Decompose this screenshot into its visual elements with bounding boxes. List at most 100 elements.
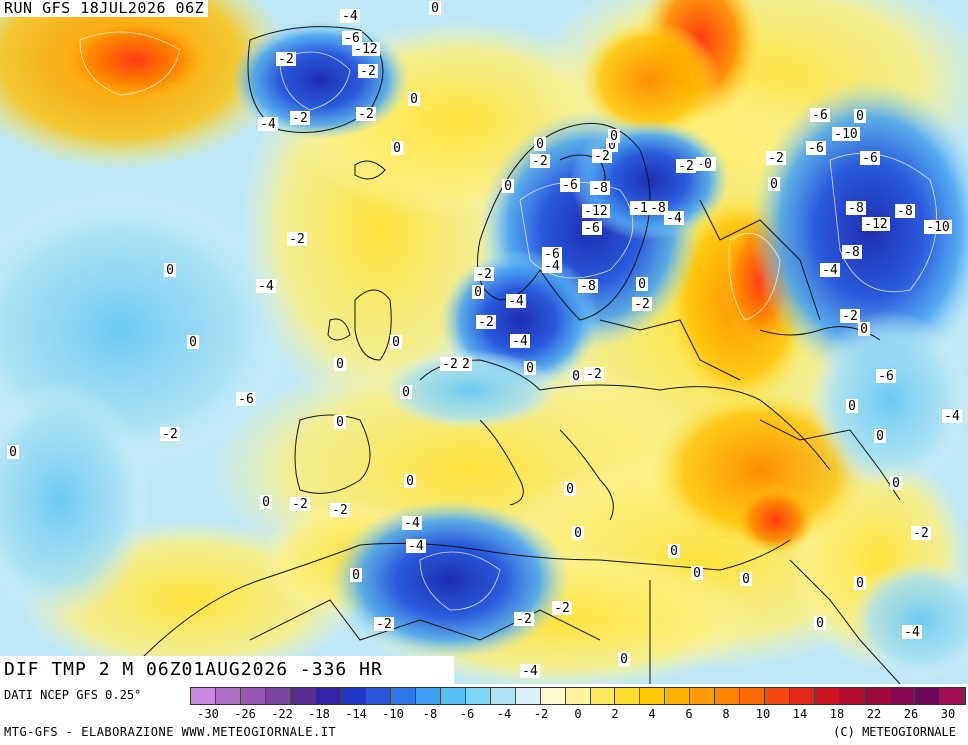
footer: DATI NCEP GFS 0.25° -30 -26 -22 -18 -14 -10 -8… [0, 684, 968, 745]
anomaly-label: -2 [552, 601, 572, 616]
anomaly-label: 0 [691, 566, 703, 581]
anomaly-label: -4 [340, 9, 360, 24]
anomaly-label: -12 [582, 204, 610, 219]
anomaly-label: 0 [740, 572, 752, 587]
anomaly-label: -4 [942, 409, 962, 424]
anomaly-label: 0 [334, 357, 346, 372]
anomaly-label: -6 [806, 141, 826, 156]
legend-swatch [865, 688, 891, 704]
legend-tick-label: 22 [866, 707, 882, 721]
color-legend-ticks: -30 -26 -22 -18 -14 -10 -8 -6 -4 -2 0 2 4 6 8 10 14 18 22 2… [190, 707, 966, 723]
anomaly-label: 0 [404, 474, 416, 489]
anomaly-label-text: -8 [844, 245, 860, 260]
anomaly-label: 0 [408, 92, 420, 107]
anomaly-label-text: 0 [504, 179, 512, 194]
anomaly-label-text: -2 [768, 151, 784, 166]
legend-swatch [940, 688, 966, 704]
legend-swatch [715, 688, 741, 704]
anomaly-label: -6 [542, 247, 562, 262]
anomaly-label-text: 0 [816, 616, 824, 631]
anomaly-label-text: -8 [592, 181, 608, 196]
legend-swatch [465, 688, 491, 704]
anomaly-label-text: 0 [860, 322, 868, 337]
anomaly-label: 0 [608, 129, 620, 144]
anomaly-label-text: 0 [638, 277, 646, 292]
anomaly-label-text: -4 [342, 9, 358, 24]
anomaly-label: -8 [846, 201, 866, 216]
anomaly-label-text: -12 [864, 217, 887, 232]
legend-swatch [890, 688, 916, 704]
anomaly-label: -8 [578, 279, 598, 294]
anomaly-label: 0 [534, 137, 546, 152]
legend-tick-label: -22 [271, 707, 293, 721]
product-title: DIF TMP 2 M 06Z01AUG2026 -336 HR [0, 656, 454, 684]
anomaly-label: -2 [840, 309, 860, 324]
anomaly-label: 0 [854, 109, 866, 124]
temperature-anomaly-map: -4 0 -6 -12 -2 -2 -4 -2 -2 0 0 -2 0 -4 0 -6 -2 0 0 -2 -6 -8 0-… [0, 0, 968, 684]
anomaly-label-text: 0 [693, 566, 701, 581]
anomaly-label-text: 0 [536, 137, 544, 152]
anomaly-label: 0 [400, 385, 412, 400]
anomaly-label-text: -4 [408, 539, 424, 554]
legend-swatch [790, 688, 816, 704]
anomaly-label-text: 0 [848, 399, 856, 414]
anomaly-label: -6 [810, 108, 830, 123]
anomaly-label: 0 [636, 277, 648, 292]
anomaly-label-text: -4 [512, 334, 528, 349]
anomaly-label-text: 0 [431, 1, 439, 16]
legend-tick-label: -26 [234, 707, 256, 721]
anomaly-label: -8 [648, 201, 668, 216]
anomaly-label: -2 [911, 526, 931, 541]
anomaly-label-text: 0 [352, 568, 360, 583]
anomaly-label: 0 [846, 399, 858, 414]
anomaly-label-text: -6 [562, 178, 578, 193]
anomaly-label: 0 [334, 415, 346, 430]
anomaly-label-text: -12 [584, 204, 607, 219]
anomaly-label-text: -2 [289, 232, 305, 247]
anomaly-label: -2 [530, 154, 550, 169]
legend-tick-label: 18 [829, 707, 845, 721]
legend-swatch [265, 688, 291, 704]
legend-swatch [515, 688, 541, 704]
anomaly-label-text: -4 [944, 409, 960, 424]
anomaly-label-text: 0 [526, 361, 534, 376]
anomaly-label: 0 [390, 335, 402, 350]
anomaly-label: 0 [668, 544, 680, 559]
run-title: RUN GFS 18JUL2026 06Z [0, 0, 209, 17]
anomaly-label: -6 [236, 392, 256, 407]
legend-swatch [915, 688, 941, 704]
anomaly-label-text: 0 [189, 335, 197, 350]
anomaly-label-text: -6 [808, 141, 824, 156]
isolines [79, 31, 938, 611]
anomaly-label-text: -8 [848, 201, 864, 216]
anomaly-label: -6 [876, 369, 896, 384]
anomaly-label: -6 [582, 221, 602, 236]
legend-tick-label: 0 [574, 707, 582, 721]
map-canvas: -40-6-12-2-2-4 -2 -200-20-40-6-200 -2-6 -80-… [0, 0, 968, 684]
anomaly-label-text: -4 [822, 263, 838, 278]
anomaly-label: 0 [572, 526, 584, 541]
credit-text: MTG-GFS - ELABORAZIONE WWW.METEOGIORNALE… [4, 725, 337, 739]
anomaly-label: 0 [391, 141, 403, 156]
anomaly-label-text: -2 [476, 267, 492, 282]
legend-swatch [615, 688, 641, 704]
anomaly-label: 0 [187, 335, 199, 350]
anomaly-label: -2 [476, 315, 496, 330]
anomaly-label: -2 [474, 267, 494, 282]
legend-swatch [765, 688, 791, 704]
anomaly-label-text: -2 [278, 52, 294, 67]
anomaly-label-text: -2 [478, 315, 494, 330]
anomaly-label-text: 0 [166, 263, 174, 278]
anomaly-label: -2 [584, 367, 604, 382]
anomaly-label-text: -6 [812, 108, 828, 123]
anomaly-label: -2 [440, 357, 460, 372]
legend-swatch [215, 688, 241, 704]
legend-swatch [440, 688, 466, 704]
legend-swatch [240, 688, 266, 704]
legend-swatch [565, 688, 591, 704]
legend-swatch [415, 688, 441, 704]
anomaly-label: -4 [902, 625, 922, 640]
anomaly-label: 0 [854, 576, 866, 591]
anomaly-label-text: 0 [620, 652, 628, 667]
anomaly-label: 0 [502, 179, 514, 194]
